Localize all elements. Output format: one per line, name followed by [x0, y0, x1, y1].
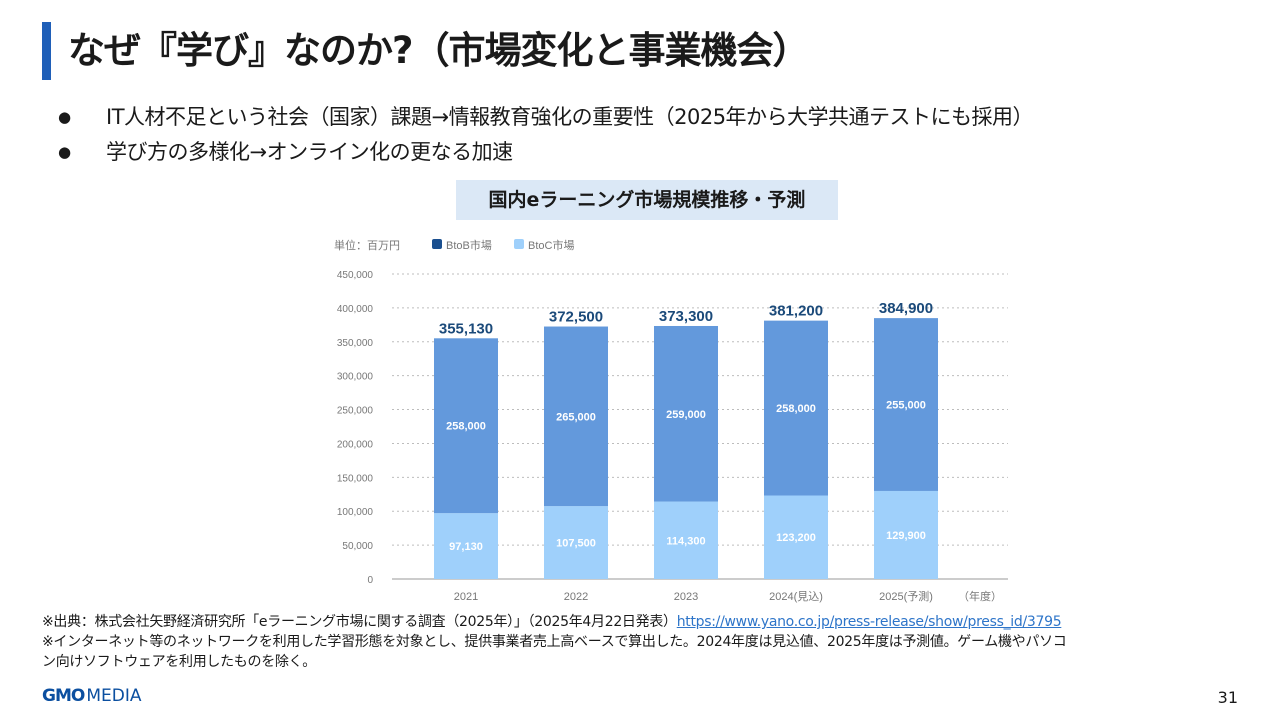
bullet-list: IT人材不足という社会（国家）課題→情報教育強化の重要性（2025年から大学共通…: [58, 100, 1034, 170]
stacked-bar-chart: 単位：百万円 BtoB市場 BtoC市場 0 50,000 100,000 150,000 2…: [334, 238, 1008, 603]
bar-total-label: 355,130: [439, 320, 493, 337]
x-tick-label: 2025(予測): [879, 589, 933, 603]
chart-title: 国内eラーニング市場規模推移・予測: [456, 180, 838, 220]
y-tick-label: 450,000: [337, 270, 374, 281]
y-tick-label: 0: [367, 575, 373, 586]
x-tick-label: 2023: [674, 591, 698, 603]
source-notes: ※出典：株式会社矢野経済研究所「eラーニング市場に関する調査（2025年）」（2…: [42, 612, 1067, 672]
y-tick-label: 300,000: [337, 372, 374, 383]
segment-value-label: 107,500: [556, 538, 596, 550]
y-tick-label: 350,000: [337, 338, 374, 349]
page-number: 31: [1217, 688, 1238, 707]
segment-value-label: 265,000: [556, 411, 596, 423]
segment-value-label: 97,130: [449, 541, 483, 553]
y-tick-label: 200,000: [337, 439, 374, 450]
source-text: ※出典：株式会社矢野経済研究所「eラーニング市場に関する調査（2025年）」（2…: [42, 614, 677, 630]
bar-total-label: 384,900: [879, 300, 933, 317]
bar-segment: [544, 506, 608, 579]
bullet-item: 学び方の多様化→オンライン化の更なる加速: [58, 135, 1033, 170]
segment-value-label: 255,000: [886, 400, 926, 412]
segment-value-label: 258,000: [776, 403, 816, 415]
y-tick-label: 150,000: [337, 473, 374, 484]
x-tick-label: 2021: [454, 591, 478, 603]
bar-segment: [764, 495, 828, 579]
legend-label: BtoB市場: [446, 238, 492, 252]
bar-total-label: 372,500: [549, 309, 603, 326]
unit-label: 単位：百万円: [334, 238, 400, 252]
logo-gmo: GMO: [42, 686, 85, 706]
bar-total-label: 373,300: [659, 308, 713, 325]
x-tick-label: 2024(見込): [769, 590, 823, 603]
segment-value-label: 258,000: [446, 421, 486, 433]
bar-segment: [654, 501, 718, 579]
bar-segment: [434, 513, 498, 579]
bar-segment: [654, 325, 718, 502]
y-tick-label: 50,000: [342, 541, 373, 552]
source-link[interactable]: https://www.yano.co.jp/press-release/sho…: [676, 614, 1062, 630]
title-accent-bar: [42, 22, 51, 80]
segment-value-label: 123,200: [776, 532, 816, 544]
note-line: ※インターネット等のネットワークを利用した学習形態を対象とし、提供事業者売上高ベ…: [42, 634, 1067, 650]
bar-segment: [874, 490, 938, 579]
source-line: ※出典：株式会社矢野経済研究所「eラーニング市場に関する調査（2025年）」（2…: [42, 612, 1066, 632]
bar-segment: [874, 318, 938, 491]
bar-segment: [544, 326, 608, 507]
legend-swatch: [514, 239, 524, 249]
legend-label: BtoC市場: [528, 238, 574, 252]
bullet-item: IT人材不足という社会（国家）課題→情報教育強化の重要性（2025年から大学共通…: [58, 100, 1034, 135]
legend-swatch: [432, 239, 442, 249]
segment-value-label: 129,900: [886, 530, 926, 542]
segment-value-label: 259,000: [666, 409, 706, 421]
gmo-media-logo: GMO MEDIA: [42, 686, 141, 706]
y-tick-label: 100,000: [337, 507, 374, 518]
logo-media: MEDIA: [86, 686, 142, 706]
bar-total-label: 381,200: [769, 303, 823, 320]
segment-value-label: 114,300: [666, 535, 705, 547]
bar-segment: [764, 320, 828, 496]
bar-segment: [434, 338, 498, 514]
y-tick-label: 400,000: [337, 304, 374, 315]
page-title: なぜ『学び』なのか?（市場変化と事業機会）: [68, 29, 809, 72]
x-unit-label: （年度）: [958, 589, 1002, 603]
note-line: ン向けソフトウェアを利用したものを除く。: [42, 654, 316, 670]
x-tick-label: 2022: [564, 591, 588, 603]
y-tick-label: 250,000: [337, 406, 374, 417]
